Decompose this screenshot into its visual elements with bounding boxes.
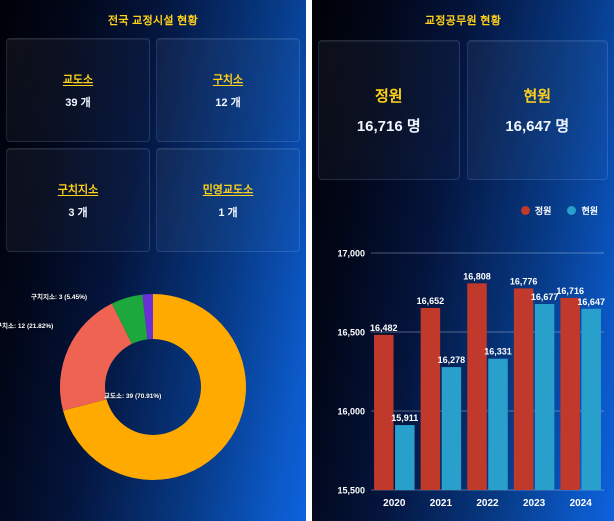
donut-slice-label-2: 구치지소: 3 (5.45%) — [31, 294, 88, 301]
right-panel: 교정공무원 현황 정원 16,716 명 현원 16,647 명 정원 현원 — [312, 0, 614, 521]
bar-정원-2023[interactable] — [513, 288, 534, 490]
facility-card-prison[interactable]: 교도소 39 개 — [6, 38, 150, 142]
staff-card-value: 16,647 명 — [505, 117, 570, 135]
staff-bar-chart: 정원 현원 15,500 16,000 16,500 17,000 16,482 15,… — [312, 190, 614, 521]
y-tick-label: 15,500 — [337, 486, 365, 496]
facility-card-label: 교도소 — [62, 73, 94, 86]
staff-card-grid: 정원 16,716 명 현원 16,647 명 — [318, 40, 608, 180]
staff-card-label: 정원 — [374, 87, 403, 105]
legend-label: 정원 — [534, 206, 552, 216]
left-panel: 전국 교정시설 현황 교도소 39 개 구치소 12 개 구치지소 3 개 민영… — [0, 0, 306, 521]
facility-card-label: 구치소 — [212, 73, 244, 86]
x-axis-label: 2022 — [476, 498, 499, 509]
legend-item-current[interactable]: 현원 — [567, 204, 598, 217]
bar-현원-2022[interactable] — [488, 358, 508, 490]
donut-svg — [60, 294, 247, 480]
staff-card-current[interactable]: 현원 16,647 명 — [466, 40, 608, 180]
left-panel-title: 전국 교정시설 현황 — [107, 15, 199, 27]
facility-card-grid: 교도소 39 개 구치소 12 개 구치지소 3 개 민영교도소 1 개 — [6, 38, 300, 252]
facility-card-value: 3 개 — [68, 206, 88, 219]
donut-slice-0[interactable] — [63, 294, 247, 480]
facility-card-value: 1 개 — [218, 206, 238, 219]
panel-divider — [306, 0, 312, 521]
y-tick-label: 16,500 — [337, 328, 365, 338]
bar-정원-2024[interactable] — [560, 297, 580, 490]
facility-donut-chart: 교도소: 39 (70.91%) 구치소: 12 (21.82%) 구치지소: 3 … — [0, 262, 306, 521]
facility-card-label: 민영교도소 — [202, 183, 254, 196]
legend-label: 현원 — [581, 206, 598, 216]
legend-dot-icon — [520, 206, 530, 215]
legend-item-authorized[interactable]: 정원 — [520, 204, 552, 217]
x-axis-labels: 2020 2021 2022 2023 2024 — [383, 498, 592, 509]
staff-card-authorized[interactable]: 정원 16,716 명 — [318, 40, 460, 180]
y-axis-ticks: 15,500 16,000 16,500 17,000 — [337, 249, 365, 496]
bar-value-label: 16,331 — [484, 347, 512, 357]
bar-value-label: 16,716 — [556, 286, 584, 296]
bar-value-label: 16,482 — [370, 323, 398, 333]
bar-value-label: 16,278 — [438, 355, 466, 365]
bar-value-label: 16,647 — [577, 297, 605, 307]
legend-dot-icon — [567, 206, 577, 215]
donut-slice-2[interactable] — [111, 294, 148, 344]
bar-value-labels: 16,482 15,911 16,652 16,278 16,808 16,331 16,7… — [370, 271, 605, 423]
bar-현원-2023[interactable] — [534, 304, 555, 490]
x-axis-label: 2020 — [383, 498, 406, 509]
x-axis-label: 2021 — [430, 498, 453, 509]
bar-현원-2021[interactable] — [441, 367, 462, 490]
donut-slice-1[interactable] — [60, 303, 132, 411]
y-tick-label: 17,000 — [337, 249, 365, 259]
bar-현원-2024[interactable] — [581, 308, 601, 490]
bar-value-label: 16,776 — [510, 276, 538, 286]
right-panel-title: 교정공무원 현황 — [424, 15, 502, 27]
bar-group — [374, 283, 601, 490]
y-tick-label: 16,000 — [337, 407, 365, 417]
facility-card-private-prison[interactable]: 민영교도소 1 개 — [156, 148, 300, 252]
facility-card-value: 12 개 — [215, 96, 241, 109]
bar-value-label: 16,652 — [417, 296, 445, 306]
bar-정원-2022[interactable] — [467, 283, 487, 490]
bar-정원-2021[interactable] — [420, 307, 441, 490]
donut-slice-label-1: 구치소: 12 (21.82%) — [0, 323, 54, 330]
facility-card-value: 39 개 — [65, 96, 91, 109]
bar-정원-2020[interactable] — [374, 334, 394, 490]
staff-card-label: 현원 — [523, 87, 552, 105]
facility-card-detention-branch[interactable]: 구치지소 3 개 — [6, 148, 150, 252]
donut-slice-label-0: 교도소: 39 (70.91%) — [104, 393, 162, 400]
bar-value-label: 16,677 — [531, 292, 559, 302]
chart-legend: 정원 현원 — [520, 204, 598, 217]
staff-card-value: 16,716 명 — [356, 117, 421, 135]
bar-현원-2020[interactable] — [395, 425, 415, 490]
facility-card-detention-center[interactable]: 구치소 12 개 — [156, 38, 300, 142]
x-axis-label: 2024 — [570, 498, 593, 509]
bar-value-label: 16,808 — [463, 271, 491, 281]
donut-slice-3[interactable] — [142, 294, 153, 340]
x-axis-label: 2023 — [523, 498, 546, 509]
facility-card-label: 구치지소 — [57, 183, 99, 196]
bar-value-label: 15,911 — [391, 413, 418, 423]
